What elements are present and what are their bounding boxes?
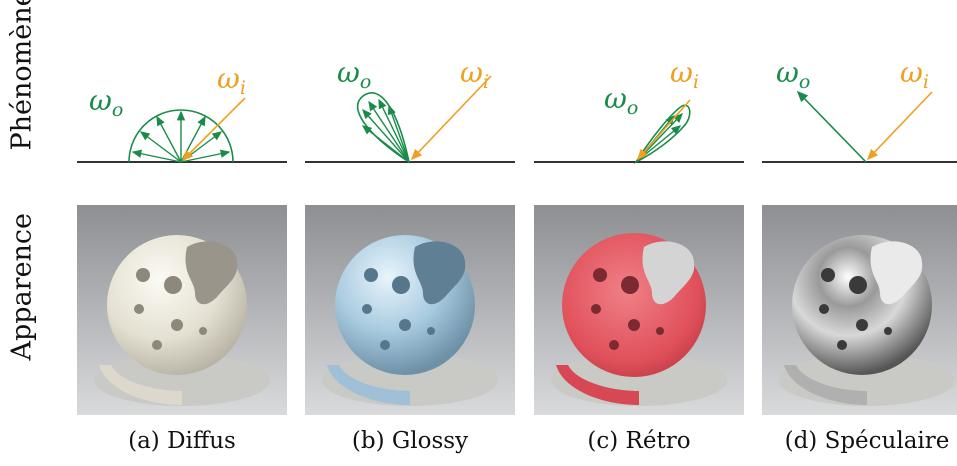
retro-diagram: ωo ωi: [534, 56, 744, 165]
omega-i-label: ωi: [217, 62, 246, 99]
omega-i-label: ωi: [460, 56, 489, 93]
specular-diagram: ωo ωi: [762, 56, 957, 163]
omega-o-label: ωo: [604, 82, 638, 119]
caption-diffuse: (a) Diffus: [128, 428, 236, 454]
omega-o-label: ωo: [337, 56, 371, 93]
retro-lobe: [633, 104, 691, 165]
incident-ray: [636, 99, 691, 161]
retro-render: [534, 205, 744, 415]
diffuse-lobe: [128, 109, 234, 163]
glossy-render: [305, 205, 515, 415]
incident-ray: [410, 75, 492, 161]
omega-o-label: ωo: [89, 84, 123, 121]
reflected-ray: [796, 90, 867, 163]
caption-glossy: (b) Glossy: [351, 428, 469, 454]
omega-i-label: ωi: [670, 56, 699, 93]
omega-o-label: ωo: [776, 56, 810, 93]
row-label-phenomenon: Phénomène: [6, 0, 38, 151]
incident-ray: [866, 91, 933, 161]
caption-specular: (d) Spéculaire: [784, 428, 950, 454]
diffuse-diagram: ωo ωi: [77, 62, 287, 163]
caption-retro: (c) Rétro: [587, 428, 691, 454]
glossy-diagram: ωo ωi: [305, 56, 515, 164]
omega-i-label: ωi: [900, 56, 929, 93]
incident-ray: [181, 97, 246, 162]
specular-render: [762, 205, 957, 415]
row-label-appearance: Apparence: [6, 212, 38, 361]
diffuse-render: [77, 205, 287, 415]
